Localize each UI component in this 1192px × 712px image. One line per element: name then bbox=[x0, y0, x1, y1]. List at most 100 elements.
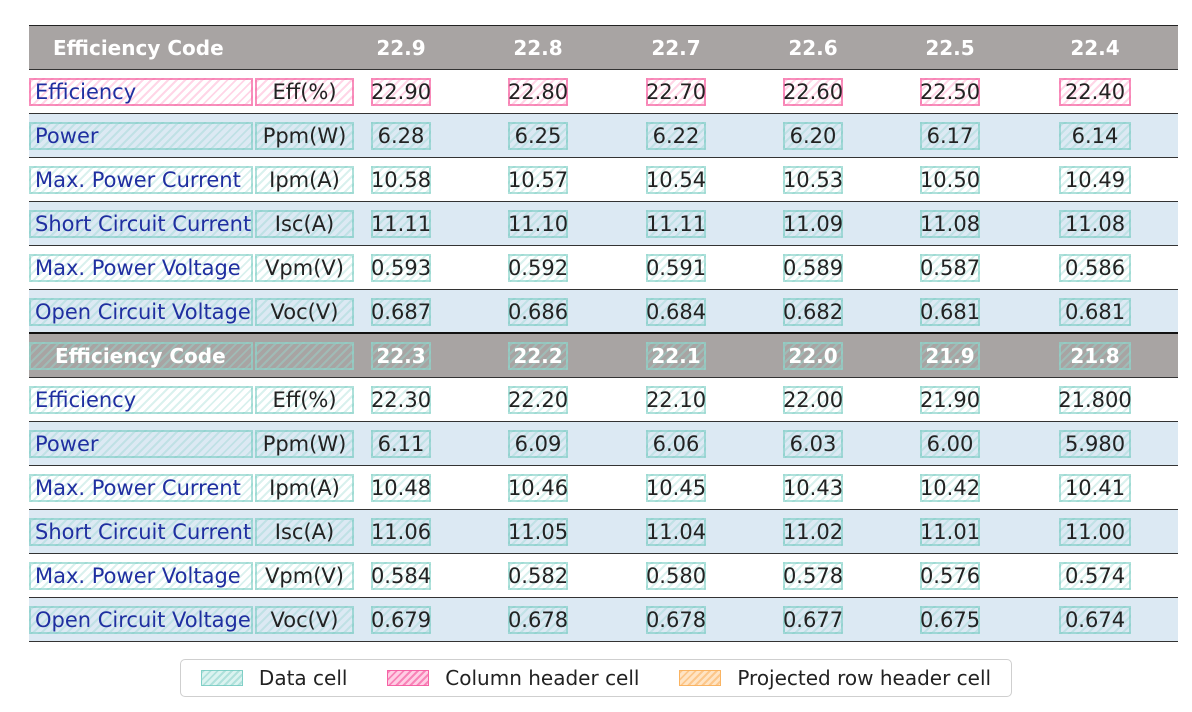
row-label: Open Circuit Voltage bbox=[29, 298, 253, 326]
table-cell: 22.40 bbox=[1059, 78, 1131, 106]
row-label: Short Circuit Current bbox=[29, 210, 253, 238]
table-row: Max. Power Current Ipm(A) 10.58 10.57 10.54 1… bbox=[29, 158, 1178, 202]
table-cell: 0.586 bbox=[1059, 254, 1131, 282]
table-cell: 6.14 bbox=[1059, 122, 1131, 150]
table-cell: 0.678 bbox=[645, 606, 707, 634]
table-cell: 10.53 bbox=[782, 166, 844, 194]
row-unit: Isc(A) bbox=[255, 210, 354, 238]
table-row: Max. Power Current Ipm(A) 10.48 10.46 10.45 1… bbox=[29, 466, 1178, 510]
row-label: Max. Power Current bbox=[29, 166, 253, 194]
table-cell: 21.90 bbox=[919, 386, 981, 414]
row-label: Power bbox=[29, 430, 253, 458]
efficiency-code-value: 22.4 bbox=[1070, 36, 1120, 60]
efficiency-code-value: 22.5 bbox=[925, 36, 975, 60]
table-cell: 0.589 bbox=[782, 254, 844, 282]
row-unit: Isc(A) bbox=[255, 518, 354, 546]
legend-item-data-cell: Data cell bbox=[200, 666, 348, 690]
row-unit: Vpm(V) bbox=[255, 254, 354, 282]
table-cell: 6.00 bbox=[920, 430, 980, 458]
table-cell: 0.675 bbox=[919, 606, 981, 634]
table-cell: 0.580 bbox=[645, 562, 707, 590]
header-unit-cell bbox=[255, 342, 354, 370]
row-unit: Voc(V) bbox=[255, 606, 354, 634]
table-cell: 11.04 bbox=[645, 518, 707, 546]
table-cell: 11.09 bbox=[782, 210, 844, 238]
efficiency-code-value: 22.7 bbox=[651, 36, 701, 60]
row-label: Short Circuit Current bbox=[29, 518, 253, 546]
table-row: Max. Power Voltage Vpm(V) 0.593 0.592 0.591 0… bbox=[29, 246, 1178, 290]
efficiency-code-value: 22.6 bbox=[788, 36, 838, 60]
table-cell: 22.90 bbox=[370, 78, 432, 106]
table-row: Short Circuit Current Isc(A) 11.11 11.10 11.… bbox=[29, 202, 1178, 246]
table-row: Efficiency Eff(%) 22.30 22.20 22.10 22.00 21.9… bbox=[29, 378, 1178, 422]
row-label: Power bbox=[29, 122, 253, 150]
table-cell: 0.681 bbox=[919, 298, 981, 326]
table-cell: 22.20 bbox=[507, 386, 569, 414]
table-cell: 6.17 bbox=[920, 122, 980, 150]
table-cell: 11.06 bbox=[370, 518, 432, 546]
efficiency-code-value: 22.0 bbox=[783, 342, 843, 370]
table-cell: 22.50 bbox=[919, 78, 981, 106]
table-cell: 0.587 bbox=[919, 254, 981, 282]
table-cell: 10.50 bbox=[919, 166, 981, 194]
table-row: Open Circuit Voltage Voc(V) 0.679 0.678 0.67… bbox=[29, 598, 1178, 642]
table-cell: 11.08 bbox=[919, 210, 981, 238]
table-cell: 6.22 bbox=[646, 122, 706, 150]
legend-label: Column header cell bbox=[445, 666, 640, 690]
table-cell: 21.800 bbox=[1058, 386, 1132, 414]
efficiency-code-value: 22.2 bbox=[508, 342, 568, 370]
table-cell: 22.10 bbox=[645, 386, 707, 414]
row-unit: Eff(%) bbox=[255, 386, 354, 414]
table-row: Max. Power Voltage Vpm(V) 0.584 0.582 0.580 0… bbox=[29, 554, 1178, 598]
row-unit: Ipm(A) bbox=[255, 166, 354, 194]
row-unit: Vpm(V) bbox=[255, 562, 354, 590]
table-cell: 10.42 bbox=[919, 474, 981, 502]
table-cell: 22.00 bbox=[782, 386, 844, 414]
row-unit: Eff(%) bbox=[255, 78, 354, 106]
efficiency-code-value: 21.8 bbox=[1059, 342, 1131, 370]
table-cell: 0.674 bbox=[1059, 606, 1131, 634]
efficiency-code-value: 22.1 bbox=[646, 342, 706, 370]
header-label: Efficiency Code bbox=[29, 342, 253, 370]
table-cell: 0.684 bbox=[645, 298, 707, 326]
efficiency-table: Efficiency Code 22.9 22.8 22.7 22.6 22.5 22.4 E… bbox=[29, 25, 1178, 642]
row-label: Max. Power Voltage bbox=[29, 562, 253, 590]
table-cell: 11.11 bbox=[645, 210, 707, 238]
table-cell: 0.679 bbox=[370, 606, 432, 634]
table-cell: 0.578 bbox=[782, 562, 844, 590]
table-cell: 0.677 bbox=[782, 606, 844, 634]
table-cell: 10.58 bbox=[370, 166, 432, 194]
table-cell: 6.03 bbox=[783, 430, 843, 458]
efficiency-code-header-row: Efficiency Code 22.3 22.2 22.1 22.0 21.9 21.8 bbox=[29, 334, 1178, 378]
table-cell: 10.45 bbox=[645, 474, 707, 502]
legend-swatch-data-cell bbox=[200, 670, 243, 686]
table-cell: 22.60 bbox=[782, 78, 844, 106]
table-cell: 0.591 bbox=[645, 254, 707, 282]
legend-item-column-header-cell: Column header cell bbox=[387, 666, 639, 690]
row-label: Max. Power Voltage bbox=[29, 254, 253, 282]
legend-label: Data cell bbox=[258, 666, 348, 690]
table-cell: 22.30 bbox=[370, 386, 432, 414]
table-cell: 10.48 bbox=[370, 474, 432, 502]
table-cell: 0.582 bbox=[507, 562, 569, 590]
table-cell: 11.08 bbox=[1059, 210, 1131, 238]
table-cell: 11.10 bbox=[507, 210, 569, 238]
table-cell: 11.00 bbox=[1059, 518, 1131, 546]
legend-swatch-projected-row-header-cell bbox=[679, 670, 722, 686]
legend-label: Projected row header cell bbox=[737, 666, 992, 690]
table-cell: 6.11 bbox=[371, 430, 431, 458]
table-cell: 10.57 bbox=[507, 166, 569, 194]
table-cell: 0.681 bbox=[1059, 298, 1131, 326]
table-cell: 10.49 bbox=[1059, 166, 1131, 194]
row-unit: Ppm(W) bbox=[255, 122, 354, 150]
efficiency-code-header-row: Efficiency Code 22.9 22.8 22.7 22.6 22.5 22.4 bbox=[29, 26, 1178, 70]
table-row: Power Ppm(W) 6.11 6.09 6.06 6.03 6.00 5.980 bbox=[29, 422, 1178, 466]
table-cell: 6.20 bbox=[783, 122, 843, 150]
legend: Data cell Column header cell Projected r… bbox=[180, 659, 1012, 697]
table-cell: 10.46 bbox=[507, 474, 569, 502]
table-cell: 0.584 bbox=[370, 562, 432, 590]
table-cell: 11.02 bbox=[782, 518, 844, 546]
row-label: Open Circuit Voltage bbox=[29, 606, 253, 634]
table-cell: 22.80 bbox=[507, 78, 569, 106]
table-cell: 6.06 bbox=[646, 430, 706, 458]
